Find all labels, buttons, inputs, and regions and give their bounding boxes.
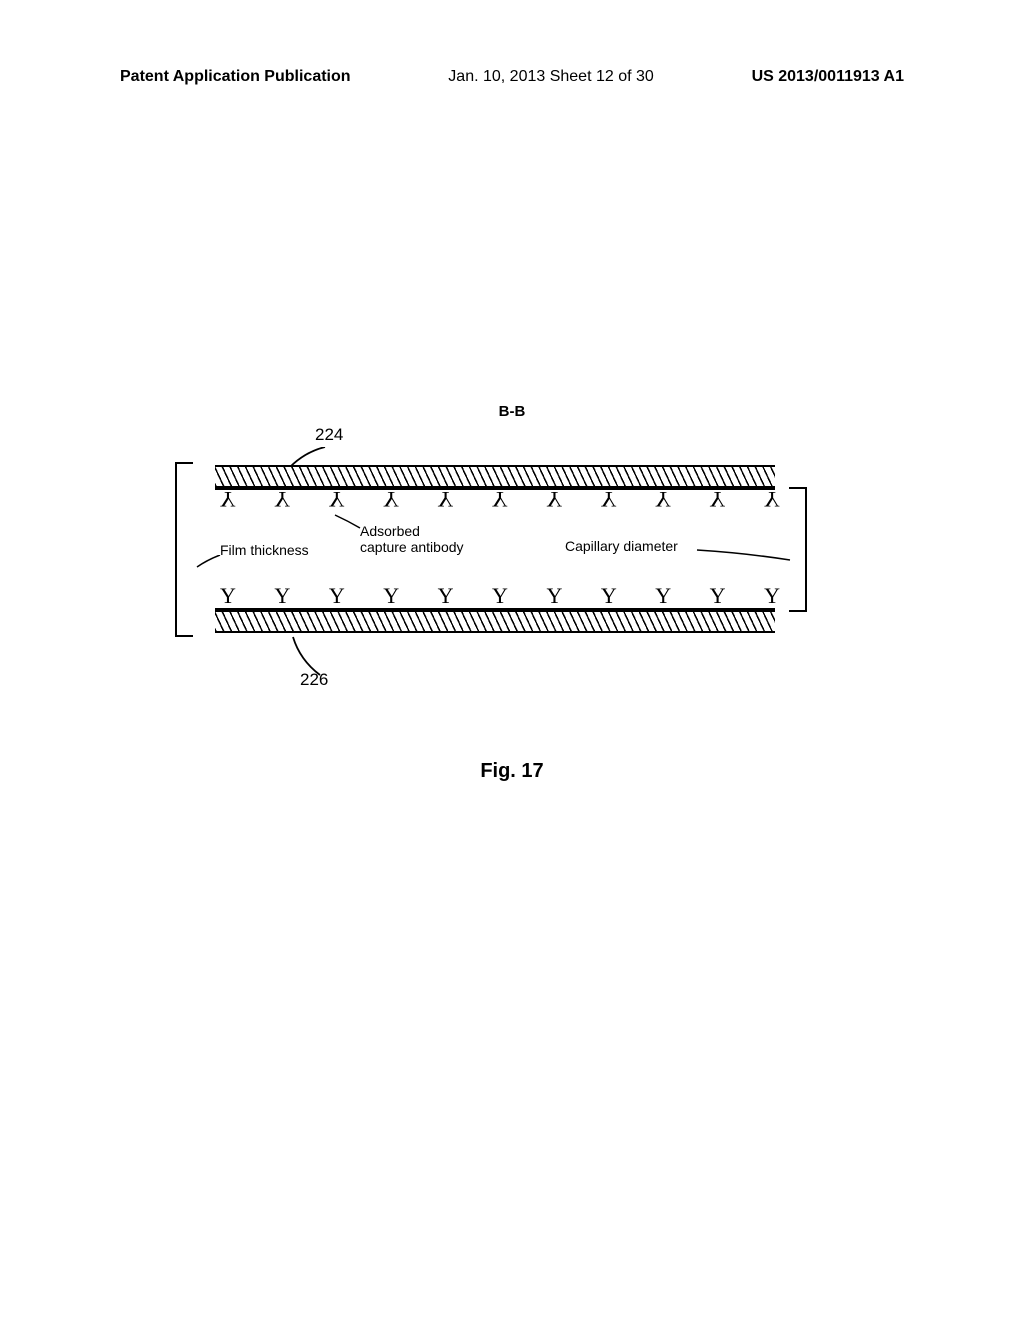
- antibody-icon: Y: [492, 585, 508, 607]
- adsorbed-antibody-label: Adsorbed capture antibody: [360, 523, 464, 555]
- reference-numeral-226: 226: [300, 670, 328, 690]
- antibody-icon: Y: [220, 488, 236, 510]
- capillary-diameter-label: Capillary diameter: [565, 538, 678, 554]
- antibody-icon: Y: [764, 585, 780, 607]
- leader-line-capillary: [695, 548, 795, 563]
- antibody-icon: Y: [438, 585, 454, 607]
- adsorbed-label-line2: capture antibody: [360, 539, 464, 555]
- adsorbed-label-line1: Adsorbed: [360, 523, 420, 539]
- antibody-icon: Y: [710, 585, 726, 607]
- header-date-sheet: Jan. 10, 2013 Sheet 12 of 30: [448, 68, 654, 86]
- header-publication: Patent Application Publication: [120, 68, 351, 86]
- antibody-icon: Y: [220, 585, 236, 607]
- bottom-antibody-row: Y Y Y Y Y Y Y Y Y Y Y: [220, 585, 780, 607]
- antibody-icon: Y: [492, 488, 508, 510]
- antibody-icon: Y: [329, 585, 345, 607]
- reference-numeral-224: 224: [315, 425, 343, 445]
- figure-caption: Fig. 17: [0, 760, 1024, 783]
- film-thickness-label: Film thickness: [220, 542, 309, 558]
- top-antibody-row: Y Y Y Y Y Y Y Y Y Y Y: [220, 488, 780, 510]
- antibody-icon: Y: [274, 488, 290, 510]
- antibody-icon: Y: [546, 488, 562, 510]
- antibody-icon: Y: [764, 488, 780, 510]
- film-thickness-bracket: [175, 462, 193, 637]
- antibody-icon: Y: [655, 585, 671, 607]
- antibody-icon: Y: [601, 488, 617, 510]
- section-label-bb: B-B: [0, 403, 1024, 420]
- antibody-icon: Y: [383, 488, 399, 510]
- capillary-diagram: 224 Y Y Y Y Y Y Y Y Y Y Y Film thickness…: [165, 420, 815, 700]
- antibody-icon: Y: [546, 585, 562, 607]
- header-patent-number: US 2013/0011913 A1: [752, 68, 904, 86]
- antibody-icon: Y: [655, 488, 671, 510]
- top-capillary-wall: [215, 465, 775, 488]
- antibody-icon: Y: [329, 488, 345, 510]
- antibody-icon: Y: [274, 585, 290, 607]
- antibody-icon: Y: [383, 585, 399, 607]
- bottom-capillary-wall: [215, 610, 775, 633]
- antibody-icon: Y: [710, 488, 726, 510]
- antibody-icon: Y: [438, 488, 454, 510]
- antibody-icon: Y: [601, 585, 617, 607]
